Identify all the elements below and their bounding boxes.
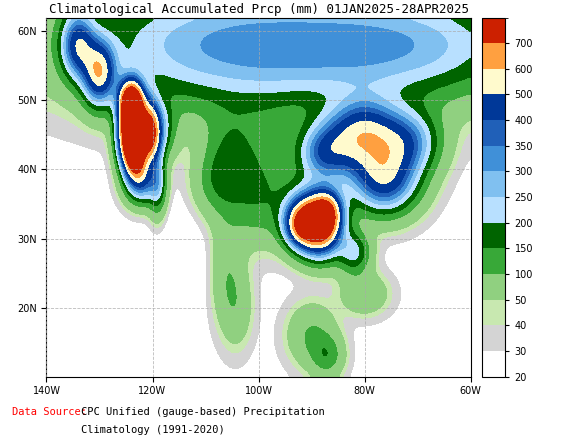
Title: Climatological Accumulated Prcp (mm) 01JAN2025-28APR2025: Climatological Accumulated Prcp (mm) 01J…	[49, 4, 468, 16]
Text: Data Source:: Data Source:	[12, 407, 87, 417]
Text: CPC Unified (gauge-based) Precipitation: CPC Unified (gauge-based) Precipitation	[81, 407, 325, 417]
Text: Climatology (1991-2020): Climatology (1991-2020)	[81, 425, 225, 435]
